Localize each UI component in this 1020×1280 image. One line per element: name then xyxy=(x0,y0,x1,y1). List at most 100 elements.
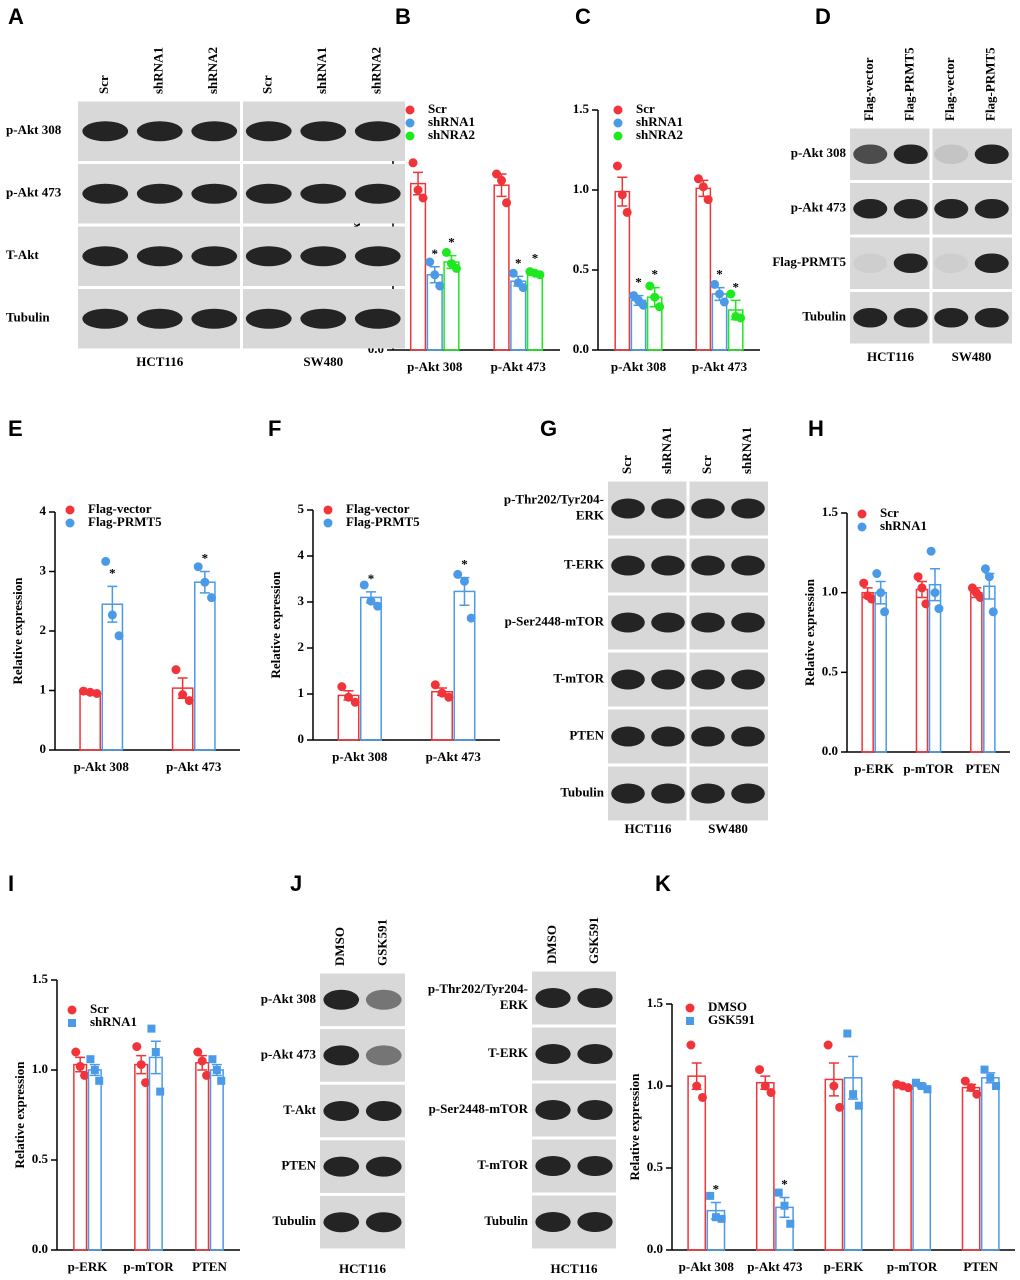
lane-label: shRNA1 xyxy=(314,47,329,94)
band xyxy=(300,308,347,329)
band xyxy=(323,989,360,1010)
band xyxy=(651,612,685,633)
band xyxy=(974,253,1009,274)
row-label: Tubulin xyxy=(272,1213,316,1228)
band xyxy=(853,144,888,165)
band xyxy=(300,246,347,267)
data-point xyxy=(638,300,648,310)
bar xyxy=(87,1069,102,1251)
band xyxy=(691,783,725,804)
band xyxy=(974,198,1009,219)
x-tick-label: p-ERK xyxy=(854,761,895,776)
significance: * xyxy=(781,1177,788,1192)
data-point xyxy=(917,1082,926,1090)
panel-letter: E xyxy=(8,416,23,441)
lane-label: shRNA2 xyxy=(205,47,220,94)
legend-marker xyxy=(405,131,415,141)
data-point xyxy=(880,607,890,617)
lane-label: shRNA1 xyxy=(739,427,754,474)
band xyxy=(974,307,1009,328)
data-point xyxy=(786,1219,795,1228)
data-point xyxy=(655,302,665,312)
data-point xyxy=(926,546,936,556)
band xyxy=(136,183,183,204)
band xyxy=(82,121,129,142)
data-point xyxy=(876,588,886,598)
band xyxy=(691,612,725,633)
band xyxy=(136,121,183,142)
data-point xyxy=(451,263,461,273)
band xyxy=(651,783,685,804)
panel-letter: A xyxy=(8,4,24,29)
legend-label: shRNA1 xyxy=(636,114,683,129)
bar xyxy=(73,1063,88,1251)
band xyxy=(853,253,888,274)
data-point xyxy=(459,576,469,586)
data-point xyxy=(171,665,181,675)
band xyxy=(853,198,888,219)
data-point xyxy=(535,270,545,280)
data-point xyxy=(612,161,622,171)
significance: * xyxy=(109,565,116,580)
bar xyxy=(687,1075,707,1251)
data-point xyxy=(212,1066,221,1074)
band xyxy=(191,183,238,204)
data-point xyxy=(755,1065,765,1075)
data-point xyxy=(706,1191,715,1200)
y-tick-label: 2 xyxy=(40,622,47,637)
data-point xyxy=(444,692,454,702)
row-label: T-ERK xyxy=(488,1045,529,1060)
legend-label: Flag-PRMT5 xyxy=(88,514,162,529)
band xyxy=(245,246,292,267)
legend-marker xyxy=(685,1003,695,1013)
data-point xyxy=(418,193,428,203)
significance: * xyxy=(368,571,375,586)
data-point xyxy=(715,289,724,299)
data-point xyxy=(502,198,512,208)
legend-label: shRNA1 xyxy=(428,114,475,129)
legend-label: Flag-vector xyxy=(88,501,152,516)
row-label: T-mTOR xyxy=(553,670,604,685)
legend-marker xyxy=(65,505,75,515)
group-label: HCT116 xyxy=(867,349,914,364)
data-point xyxy=(930,588,940,598)
data-point xyxy=(337,682,347,692)
band xyxy=(191,121,238,142)
data-point xyxy=(913,572,923,582)
legend-marker xyxy=(323,518,333,528)
bar xyxy=(409,182,427,351)
panel-letter: G xyxy=(540,416,557,441)
legend-label: Scr xyxy=(90,1001,109,1016)
significance: * xyxy=(202,550,209,565)
row-label: Tubulin xyxy=(802,309,846,324)
y-tick-label: 1.0 xyxy=(822,584,838,599)
band xyxy=(323,1212,360,1233)
band xyxy=(245,121,292,142)
band xyxy=(577,988,613,1008)
data-point xyxy=(693,174,703,184)
band xyxy=(731,498,765,519)
data-point xyxy=(518,283,528,293)
x-tick-label: p-Akt 308 xyxy=(332,749,388,764)
legend-marker xyxy=(613,105,623,115)
row-label: T-Akt xyxy=(283,1102,316,1117)
data-point xyxy=(207,593,217,603)
x-tick-label: p-Akt 473 xyxy=(692,359,748,374)
y-tick-label: 2 xyxy=(298,639,305,654)
lane-label: DMSO xyxy=(544,925,559,964)
y-tick-label: 4 xyxy=(298,547,305,562)
bar xyxy=(961,1086,981,1251)
row-label: p-Akt 308 xyxy=(791,145,847,160)
row-label: p-Thr202/Tyr204- xyxy=(504,491,604,506)
band xyxy=(893,144,928,165)
data-point xyxy=(854,1101,863,1110)
band xyxy=(245,308,292,329)
data-point xyxy=(966,1083,976,1093)
data-point xyxy=(988,607,998,617)
data-point xyxy=(719,297,729,307)
data-point xyxy=(366,596,376,606)
data-point xyxy=(766,1088,776,1098)
data-point xyxy=(497,175,507,185)
band xyxy=(934,307,969,328)
data-point xyxy=(373,601,383,611)
